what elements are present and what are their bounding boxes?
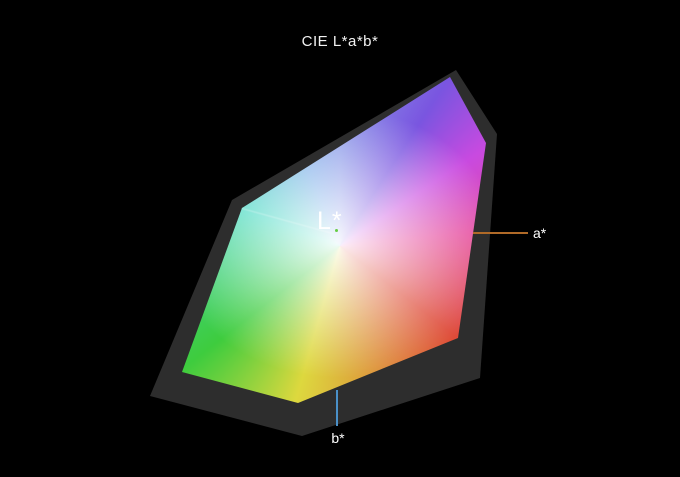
b-axis-label: b* — [331, 430, 345, 446]
b-axis-line — [336, 390, 338, 426]
a-axis-line — [473, 232, 528, 234]
l-axis-label: L* — [317, 207, 343, 235]
marker-dot — [335, 229, 338, 232]
page-title: CIE L*a*b* — [301, 33, 379, 50]
a-axis-label: a* — [533, 225, 547, 241]
